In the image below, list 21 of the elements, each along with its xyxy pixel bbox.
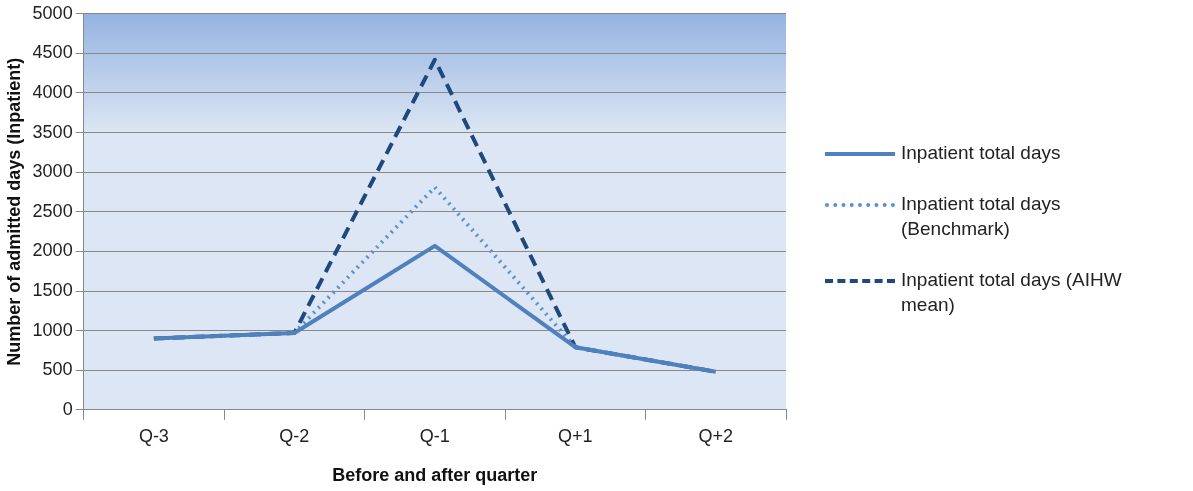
legend-label: Inpatient total days (Benchmark) [901,192,1062,241]
x-tick-label: Q-3 [138,425,169,446]
y-tick-label: 2000 [32,240,73,261]
y-tick-label: 4500 [32,42,73,63]
y-tick-label: 3000 [32,161,73,182]
y-tick-label: 3500 [32,121,73,142]
y-tick-label: 1500 [32,279,73,300]
legend-label: Inpatient total days [901,141,1061,165]
x-tick-label: Q-2 [279,425,310,446]
y-tick-label: 500 [42,359,73,380]
x-tick-label: Q+2 [698,425,734,446]
x-tick-label: Q+1 [558,425,593,446]
y-tick-label: 4000 [32,81,73,102]
y-tick-label: 5000 [32,2,73,23]
y-tick-label: 1000 [32,319,73,340]
y-tick-label: 0 [62,398,73,419]
legend-label: Inpatient total days (AIHW mean) [901,268,1123,317]
y-axis-title: Number of admitted days (Inpatient) [3,57,24,366]
x-tick-label: Q-1 [419,425,450,446]
x-axis-title: Before and after quarter [332,465,538,486]
y-tick-label: 2500 [32,200,73,221]
